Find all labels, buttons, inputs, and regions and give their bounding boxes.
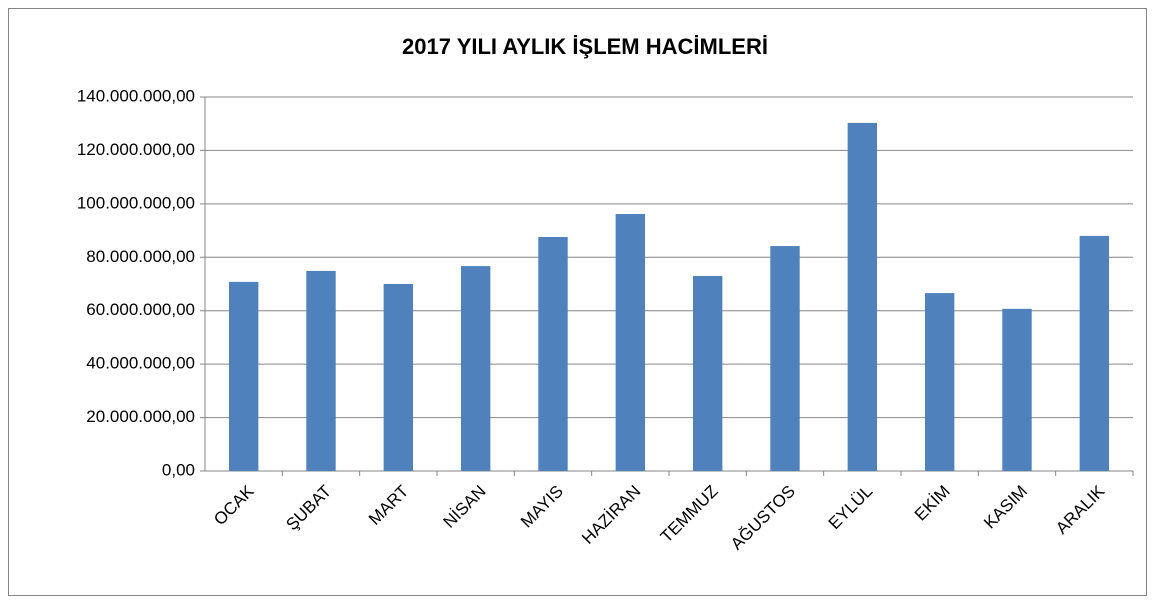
y-tick-label: 140.000.000,00 bbox=[77, 86, 195, 105]
y-tick-label: 60.000.000,00 bbox=[86, 300, 195, 319]
bar bbox=[847, 122, 878, 472]
bar bbox=[924, 293, 955, 471]
bar bbox=[1079, 235, 1110, 471]
bar bbox=[460, 266, 491, 471]
y-tick-label: 40.000.000,00 bbox=[86, 354, 195, 373]
bar bbox=[1002, 308, 1032, 471]
bar bbox=[306, 270, 336, 471]
y-tick-label: 120.000.000,00 bbox=[77, 140, 195, 159]
bar bbox=[538, 236, 568, 471]
chart-border bbox=[8, 8, 1147, 596]
bar bbox=[228, 281, 259, 471]
y-tick-label: 80.000.000,00 bbox=[86, 247, 195, 266]
bar bbox=[383, 284, 414, 471]
chart-title: 2017 YILI AYLIK İŞLEM HACİMLERİ bbox=[402, 34, 768, 59]
bar bbox=[692, 275, 723, 471]
y-tick-label: 100.000.000,00 bbox=[77, 193, 195, 212]
bar bbox=[770, 246, 800, 471]
y-tick-label: 0,00 bbox=[162, 460, 195, 479]
y-tick-label: 20.000.000,00 bbox=[86, 407, 195, 426]
bar bbox=[615, 214, 646, 471]
